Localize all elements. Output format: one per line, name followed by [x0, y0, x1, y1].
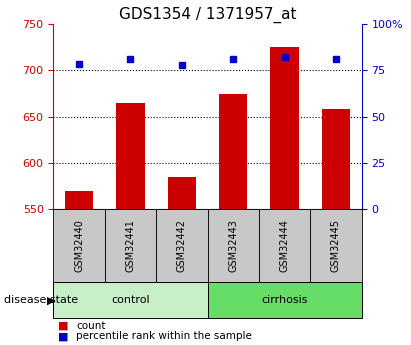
Bar — [270, 47, 299, 209]
Text: ▶: ▶ — [47, 295, 56, 305]
Bar — [219, 93, 247, 209]
Bar — [208, 282, 362, 318]
Bar — [105, 209, 156, 282]
Text: GSM32445: GSM32445 — [331, 219, 341, 272]
Text: cirrhosis: cirrhosis — [261, 295, 308, 305]
Text: GSM32443: GSM32443 — [228, 219, 238, 272]
Text: ■: ■ — [58, 332, 68, 341]
Text: ■: ■ — [58, 321, 68, 331]
Bar — [259, 209, 310, 282]
Text: control: control — [111, 295, 150, 305]
Bar — [65, 191, 93, 209]
Text: GSM32444: GSM32444 — [279, 219, 290, 272]
Bar — [116, 103, 145, 209]
Text: GSM32442: GSM32442 — [177, 219, 187, 272]
Bar — [322, 109, 350, 209]
Text: GSM32440: GSM32440 — [74, 219, 84, 272]
Title: GDS1354 / 1371957_at: GDS1354 / 1371957_at — [119, 7, 296, 23]
Bar — [156, 209, 208, 282]
Bar — [168, 177, 196, 209]
Text: percentile rank within the sample: percentile rank within the sample — [76, 332, 252, 341]
Text: disease state: disease state — [4, 295, 78, 305]
Text: GSM32441: GSM32441 — [125, 219, 136, 272]
Bar — [53, 282, 208, 318]
Text: count: count — [76, 321, 106, 331]
Bar — [53, 209, 105, 282]
Bar — [310, 209, 362, 282]
Bar — [208, 209, 259, 282]
